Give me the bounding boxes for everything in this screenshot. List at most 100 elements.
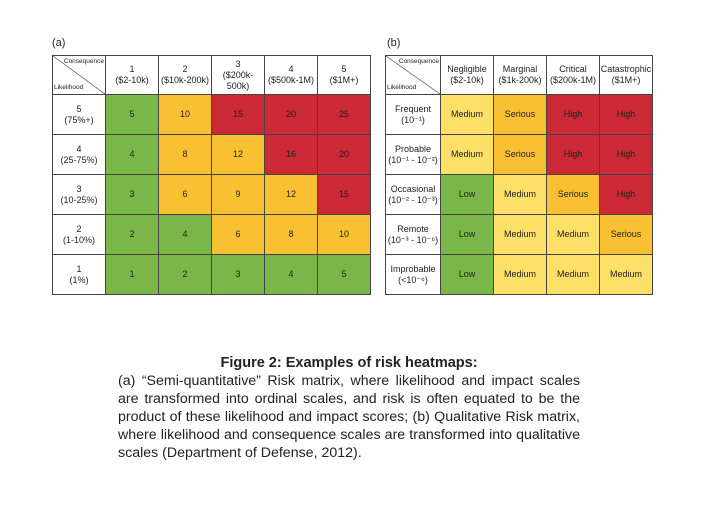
table-row: 5 (75%+) 5 10 15 20 25 xyxy=(52,94,371,135)
row-range: (10⁻¹) xyxy=(401,114,425,125)
row-title: Probable xyxy=(394,143,432,154)
risk-cell: 20 xyxy=(317,134,371,175)
risk-cell: 6 xyxy=(211,214,265,255)
row-title: Remote xyxy=(397,223,429,234)
risk-cell: Serious xyxy=(599,214,653,255)
risk-cell: Medium xyxy=(440,94,494,135)
risk-cell: Serious xyxy=(546,174,600,215)
column-header: Marginal ($1k-200k) xyxy=(493,55,547,95)
risk-cell: Low xyxy=(440,174,494,215)
column-title: 4 xyxy=(288,64,294,74)
risk-matrix-semi-quantitative: Consequence Likelihood 1 ($2-10k) 2 ($10k-200… xyxy=(52,55,371,295)
row-range: (25-75%) xyxy=(60,154,98,165)
row-header: 3 (10-25%) xyxy=(52,174,106,215)
likelihood-axis-label: Likelihood xyxy=(387,84,417,91)
risk-cell: 8 xyxy=(158,134,212,175)
row-header: 2 (1-10%) xyxy=(52,214,106,255)
risk-cell: 12 xyxy=(211,134,265,175)
column-header: 5 ($1M+) xyxy=(317,55,371,95)
column-range: ($2-10k) xyxy=(115,75,149,85)
caption-body: (a) “Semi-quantitative” Risk matrix, whe… xyxy=(118,373,580,461)
risk-cell: 2 xyxy=(105,214,159,255)
risk-cell: 15 xyxy=(211,94,265,135)
risk-cell: High xyxy=(546,134,600,175)
column-title: 2 xyxy=(182,64,188,74)
row-header: Probable (10⁻¹ - 10⁻²) xyxy=(385,134,441,175)
column-header: Negligible ($2-10k) xyxy=(440,55,494,95)
column-header: 1 ($2-10k) xyxy=(105,55,159,95)
table-row: Remote (10⁻³ - 10⁻⁶) Low Medium Medium Seriou… xyxy=(385,214,653,255)
risk-cell: 4 xyxy=(105,134,159,175)
caption-title: Figure 2: Examples of risk heatmaps: xyxy=(220,355,478,371)
diagonal-line xyxy=(53,56,105,94)
column-range: ($2-10k) xyxy=(450,75,484,85)
row-range: (10-25%) xyxy=(60,194,98,205)
row-header: 4 (25-75%) xyxy=(52,134,106,175)
consequence-axis-label: Consequence xyxy=(398,58,439,65)
table-row: 2 (1-10%) 2 4 6 8 10 xyxy=(52,214,371,255)
risk-cell: 1 xyxy=(105,254,159,295)
likelihood-axis-label: Likelihood xyxy=(54,84,84,91)
risk-cell: Medium xyxy=(493,174,547,215)
column-header: 3 ($200k-500k) xyxy=(211,55,265,95)
table-row: Probable (10⁻¹ - 10⁻²) Medium Serious High Hi… xyxy=(385,134,653,175)
row-title: 4 xyxy=(76,143,82,154)
column-range: ($1M+) xyxy=(611,75,641,85)
column-header: Critical ($200k-1M) xyxy=(546,55,600,95)
column-header: 4 ($500k-1M) xyxy=(264,55,318,95)
column-range: ($500k-1M) xyxy=(267,75,314,85)
risk-cell: 8 xyxy=(264,214,318,255)
column-range: ($1k-200k) xyxy=(498,75,542,85)
risk-cell: High xyxy=(546,94,600,135)
corner-header: Consequence Likelihood xyxy=(385,55,441,95)
risk-cell: 4 xyxy=(158,214,212,255)
column-range: ($1M+) xyxy=(329,75,359,85)
column-title: Marginal xyxy=(502,64,538,74)
row-title: Improbable xyxy=(390,263,436,274)
row-header: 1 (1%) xyxy=(52,254,106,295)
row-range: (<10⁻⁶) xyxy=(398,274,428,285)
row-header: Occasional (10⁻² - 10⁻³) xyxy=(385,174,441,215)
risk-cell: 5 xyxy=(317,254,371,295)
table-row: 1 (1%) 1 2 3 4 5 xyxy=(52,254,371,295)
risk-cell: 12 xyxy=(264,174,318,215)
table-row: 4 (25-75%) 4 8 12 16 20 xyxy=(52,134,371,175)
column-title: Critical xyxy=(559,64,587,74)
risk-cell: Medium xyxy=(493,254,547,295)
table-row: Improbable (<10⁻⁶) Low Medium Medium Medium xyxy=(385,254,653,295)
risk-cell: Medium xyxy=(546,254,600,295)
row-header: 5 (75%+) xyxy=(52,94,106,135)
risk-cell: 4 xyxy=(264,254,318,295)
row-header: Remote (10⁻³ - 10⁻⁶) xyxy=(385,214,441,255)
risk-cell: Medium xyxy=(493,214,547,255)
risk-cell: High xyxy=(599,94,653,135)
table-row: 3 (10-25%) 3 6 9 12 15 xyxy=(52,174,371,215)
row-title: 2 xyxy=(76,223,82,234)
column-range: ($200k-500k) xyxy=(222,69,254,91)
column-title: 5 xyxy=(341,64,347,74)
column-range: ($200k-1M) xyxy=(549,75,596,85)
risk-cell: 10 xyxy=(317,214,371,255)
panel-a-label: (a) xyxy=(52,37,66,49)
risk-cell: High xyxy=(599,134,653,175)
panel-b-label: (b) xyxy=(387,37,401,49)
row-range: (1-10%) xyxy=(62,234,95,245)
row-range: (10⁻³ - 10⁻⁶) xyxy=(387,234,439,245)
figure-caption: Figure 2: Examples of risk heatmaps: (a)… xyxy=(118,354,580,462)
risk-cell: 3 xyxy=(105,174,159,215)
column-range: ($10k-200k) xyxy=(160,75,210,85)
row-title: 1 xyxy=(76,263,82,274)
row-range: (10⁻² - 10⁻³) xyxy=(388,194,438,205)
risk-cell: 10 xyxy=(158,94,212,135)
row-title: 3 xyxy=(76,183,82,194)
risk-cell: 25 xyxy=(317,94,371,135)
risk-cell: High xyxy=(599,174,653,215)
column-title: 1 xyxy=(129,64,135,74)
risk-cell: Low xyxy=(440,254,494,295)
table-row: Occasional (10⁻² - 10⁻³) Low Medium Serious H… xyxy=(385,174,653,215)
row-title: Occasional xyxy=(390,183,436,194)
risk-cell: Medium xyxy=(440,134,494,175)
row-range: (75%+) xyxy=(64,114,94,125)
consequence-axis-label: Consequence xyxy=(63,58,104,65)
risk-cell: Serious xyxy=(493,94,547,135)
